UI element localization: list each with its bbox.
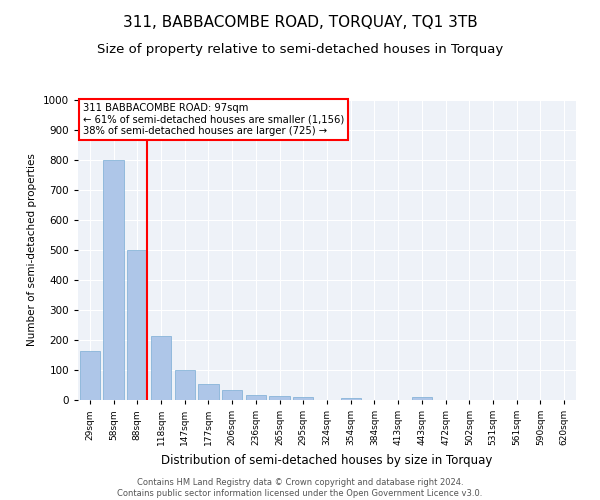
Text: Contains HM Land Registry data © Crown copyright and database right 2024.
Contai: Contains HM Land Registry data © Crown c… [118,478,482,498]
X-axis label: Distribution of semi-detached houses by size in Torquay: Distribution of semi-detached houses by … [161,454,493,466]
Bar [199,384,218,400]
Y-axis label: Number of semi-detached properties: Number of semi-detached properties [27,154,37,346]
Text: 311, BABBACOMBE ROAD, TORQUAY, TQ1 3TB: 311, BABBACOMBE ROAD, TORQUAY, TQ1 3TB [122,15,478,30]
Bar [412,397,432,400]
Bar [103,160,124,400]
Bar [127,250,148,400]
Text: Size of property relative to semi-detached houses in Torquay: Size of property relative to semi-detach… [97,42,503,56]
Bar [80,350,100,400]
Text: 311 BABBACOMBE ROAD: 97sqm
← 61% of semi-detached houses are smaller (1,156)
38%: 311 BABBACOMBE ROAD: 97sqm ← 61% of semi… [83,103,344,136]
Bar [293,397,313,400]
Bar [222,390,242,400]
Bar [341,398,361,400]
Bar [246,394,266,400]
Bar [151,336,171,400]
Bar [269,396,290,400]
Bar [175,370,195,400]
